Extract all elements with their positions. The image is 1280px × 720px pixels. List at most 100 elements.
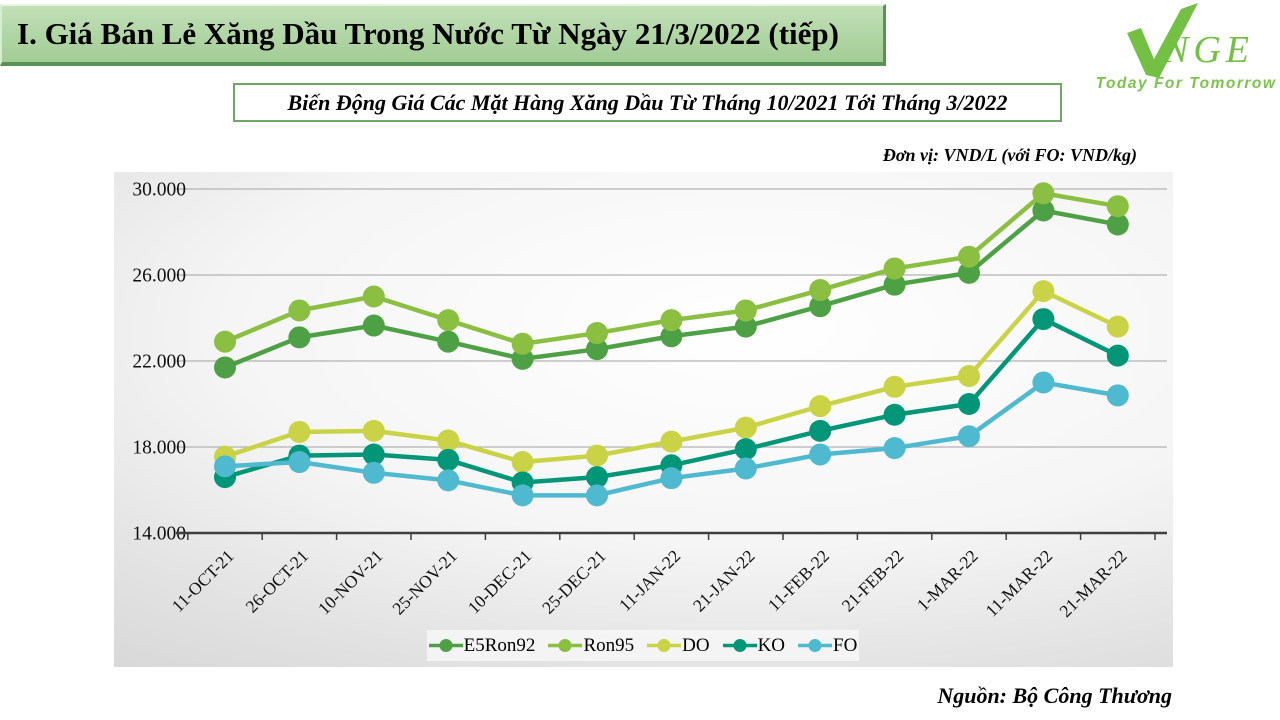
legend-item-FO: FO <box>798 635 857 657</box>
legend-item-Ron95: Ron95 <box>548 635 634 657</box>
legend-label: DO <box>682 634 710 656</box>
data-point-KO <box>809 419 832 442</box>
data-point-KO <box>362 443 385 466</box>
data-point-FO <box>437 469 460 492</box>
data-point-KO <box>883 403 906 426</box>
x-tick-label: 21-JAN-22 <box>689 546 759 616</box>
data-point-DO <box>288 420 311 443</box>
data-point-FO <box>809 443 832 466</box>
legend-marker-icon <box>647 639 682 652</box>
data-point-E5Ron92 <box>1032 199 1055 222</box>
data-point-KO <box>734 438 757 461</box>
x-tick-label: 25-NOV-21 <box>388 546 461 619</box>
source-note: Nguồn: Bộ Công Thương <box>937 683 1172 708</box>
data-point-DO <box>1032 280 1055 303</box>
data-point-FO <box>511 484 534 507</box>
data-point-DO <box>437 429 460 452</box>
data-point-Ron95 <box>958 245 980 268</box>
data-point-DO <box>958 365 980 388</box>
data-point-Ron95 <box>660 309 683 332</box>
data-point-Ron95 <box>809 279 832 302</box>
page-title: I. Giá Bán Lẻ Xăng Dầu Trong Nước Từ Ngà… <box>17 16 839 51</box>
data-point-DO <box>809 395 832 418</box>
unit-note: Đơn vị: VND/L (với FO: VND/kg) <box>882 145 1137 165</box>
data-point-FO <box>1032 371 1055 394</box>
x-tick-label: 1-MAR-22 <box>913 546 982 615</box>
x-tick-label: 26-OCT-21 <box>241 546 312 617</box>
data-point-E5Ron92 <box>214 356 236 379</box>
legend-label: E5Ron92 <box>463 634 536 656</box>
vnge-logo-icon: NGE Today For Tomorrow <box>1096 3 1277 92</box>
x-tick-label: 11-MAR-22 <box>981 546 1056 621</box>
x-tick-label: 21-MAR-22 <box>1055 546 1130 621</box>
data-point-FO <box>660 467 683 490</box>
data-point-FO <box>1106 384 1129 407</box>
company-logo: NGE Today For Tomorrow <box>1093 2 1280 100</box>
logo-tagline: Today For Tomorrow <box>1096 75 1277 92</box>
data-point-Ron95 <box>734 299 757 322</box>
data-point-FO <box>288 451 311 474</box>
y-tick-label: 14.000 <box>132 524 186 545</box>
legend-item-DO: DO <box>647 634 710 657</box>
data-point-FO <box>214 455 236 478</box>
data-point-E5Ron92 <box>511 347 534 370</box>
data-point-Ron95 <box>1032 182 1055 205</box>
x-tick-label: 21-FEB-22 <box>838 546 908 616</box>
data-point-DO <box>511 451 534 474</box>
data-point-E5Ron92 <box>362 314 385 337</box>
data-point-Ron95 <box>214 330 236 353</box>
chart-legend: E5Ron92 Ron95 DO KO FO <box>427 630 859 661</box>
legend-marker-icon <box>798 639 833 652</box>
logo-brand-text: NGE <box>1162 29 1254 71</box>
data-point-E5Ron92 <box>437 330 460 353</box>
data-point-E5Ron92 <box>883 273 906 296</box>
price-line-chart: 30.000 26.000 22.000 18.000 14.000 11-OCT-21 2… <box>114 172 1173 667</box>
data-point-Ron95 <box>288 299 311 322</box>
x-tick-label: 10-NOV-21 <box>314 546 387 619</box>
data-point-E5Ron92 <box>809 295 832 318</box>
legend-marker-dot <box>439 639 453 652</box>
data-point-FO <box>734 457 757 480</box>
legend-marker-dot <box>657 639 671 652</box>
data-point-Ron95 <box>883 257 906 280</box>
legend-marker-dot <box>558 639 572 652</box>
chart-title: Biến Động Giá Các Mặt Hàng Xăng Dầu Từ T… <box>287 89 1008 115</box>
legend-marker-dot <box>808 639 822 652</box>
data-point-E5Ron92 <box>288 326 311 349</box>
y-tick-label: 30.000 <box>132 180 186 201</box>
data-point-E5Ron92 <box>660 325 683 348</box>
legend-label: FO <box>833 634 858 656</box>
data-point-KO <box>586 466 608 489</box>
data-point-DO <box>586 444 608 467</box>
y-tick-label: 26.000 <box>132 266 186 287</box>
data-point-Ron95 <box>586 322 608 345</box>
legend-marker-icon <box>428 639 463 652</box>
data-point-DO <box>1106 315 1129 338</box>
data-point-FO <box>883 437 906 460</box>
data-point-DO <box>660 430 683 453</box>
data-point-KO <box>1032 308 1055 331</box>
data-point-FO <box>362 461 385 484</box>
data-point-DO <box>362 419 385 442</box>
slide-title-bar: I. Giá Bán Lẻ Xăng Dầu Trong Nước Từ Ngà… <box>0 4 886 66</box>
legend-item-KO: KO <box>722 634 786 657</box>
data-point-DO <box>734 416 757 439</box>
data-point-KO <box>958 393 980 415</box>
y-tick-label: 22.000 <box>132 352 186 373</box>
data-point-E5Ron92 <box>586 338 608 361</box>
x-tick-label: 11-JAN-22 <box>615 546 684 615</box>
x-tick-label: 10-DEC-21 <box>464 546 536 618</box>
data-point-Ron95 <box>511 332 534 355</box>
chart-title-box: Biến Động Giá Các Mặt Hàng Xăng Dầu Từ T… <box>233 83 1062 122</box>
data-point-E5Ron92 <box>734 315 757 338</box>
data-point-DO <box>883 375 906 398</box>
legend-label: Ron95 <box>583 634 635 656</box>
legend-label: KO <box>757 634 786 656</box>
x-tick-label: 11-FEB-22 <box>764 546 833 615</box>
legend-marker-icon <box>548 639 583 652</box>
x-tick-label: 11-OCT-21 <box>168 546 238 616</box>
data-point-FO <box>958 425 980 448</box>
y-tick-label: 18.000 <box>132 438 186 459</box>
data-point-FO <box>586 484 608 507</box>
